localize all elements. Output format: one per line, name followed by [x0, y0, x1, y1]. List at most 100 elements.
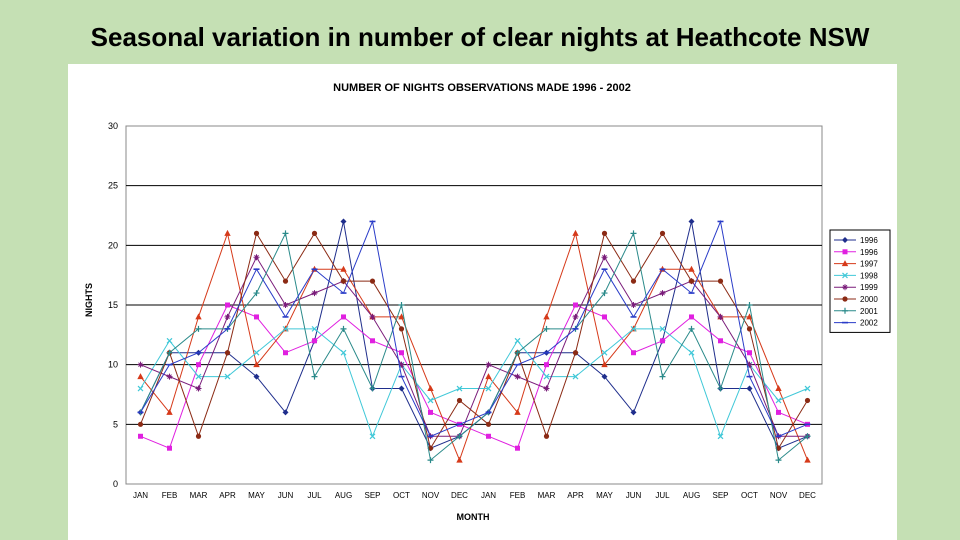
chart-panel: NUMBER OF NIGHTS OBSERVATIONS MADE 1996 …: [68, 64, 897, 540]
data-point: [224, 350, 231, 356]
series-line-8: [140, 219, 808, 437]
data-point: [631, 350, 636, 356]
x-tick-label: SEP: [712, 491, 728, 500]
data-point: [543, 385, 550, 392]
data-point: [312, 338, 317, 344]
data-point: [746, 385, 753, 392]
data-point: [225, 302, 230, 308]
x-tick-label: APR: [219, 491, 236, 500]
data-point: [688, 278, 695, 284]
data-point: [601, 230, 608, 236]
x-tick-label: JUN: [626, 491, 642, 500]
data-point: [224, 229, 231, 236]
line-chart: NUMBER OF NIGHTS OBSERVATIONS MADE 1996 …: [84, 82, 891, 522]
data-point: [427, 445, 434, 451]
data-point: [775, 385, 782, 392]
data-point: [166, 349, 173, 356]
data-point: [427, 397, 434, 404]
data-point: [485, 361, 492, 368]
data-point: [659, 373, 666, 380]
data-point: [369, 278, 376, 284]
data-point: [369, 433, 376, 440]
data-point: [399, 350, 404, 356]
x-tick-label: JAN: [481, 491, 496, 500]
data-point: [775, 397, 782, 404]
legend-label: 1997: [860, 260, 878, 269]
data-point: [282, 230, 289, 237]
data-point: [137, 361, 144, 368]
data-point: [775, 457, 782, 464]
data-point: [311, 373, 318, 380]
data-point: [456, 433, 463, 440]
data-point: [428, 409, 433, 415]
data-point: [196, 362, 201, 368]
data-point: [282, 409, 289, 416]
data-point: [804, 456, 811, 463]
data-point: [166, 337, 173, 344]
data-point: [166, 408, 173, 415]
data-point: [253, 290, 260, 297]
data-point: [688, 218, 695, 225]
data-point: [283, 350, 288, 356]
data-point: [311, 230, 318, 236]
data-point: [167, 445, 172, 451]
data-point: [659, 325, 666, 332]
data-point: [630, 409, 637, 416]
data-point: [138, 433, 143, 439]
legend: [829, 229, 891, 333]
data-point: [514, 373, 521, 380]
series-line-2: [140, 304, 808, 449]
x-tick-label: APR: [567, 491, 584, 500]
data-point: [689, 314, 694, 320]
data-point: [746, 313, 753, 320]
legend-label: 2002: [860, 319, 878, 328]
x-tick-label: DEC: [451, 491, 468, 500]
x-tick-label: AUG: [335, 491, 352, 500]
data-point: [842, 249, 848, 255]
y-tick-label: 25: [108, 181, 118, 191]
data-point: [842, 237, 848, 243]
data-point: [341, 314, 346, 320]
data-point: [544, 362, 549, 368]
y-tick-label: 15: [108, 300, 118, 310]
data-point: [543, 313, 550, 320]
data-point: [398, 313, 405, 320]
data-point: [427, 385, 434, 392]
data-point: [572, 373, 579, 380]
x-tick-label: MAY: [596, 491, 613, 500]
data-point: [282, 325, 289, 332]
data-point: [398, 361, 405, 368]
data-point: [456, 456, 463, 463]
data-point: [573, 302, 578, 308]
data-point: [340, 349, 347, 356]
data-point: [717, 433, 724, 440]
y-tick-label: 5: [113, 419, 118, 429]
data-point: [543, 433, 550, 439]
chart-title: NUMBER OF NIGHTS OBSERVATIONS MADE 1996 …: [333, 82, 631, 94]
data-point: [804, 433, 811, 440]
data-point: [601, 254, 608, 261]
data-point: [842, 284, 848, 291]
data-point: [659, 290, 666, 297]
data-point: [804, 385, 811, 392]
data-point: [282, 302, 289, 308]
legend-label: 2000: [860, 295, 878, 304]
data-point: [195, 325, 202, 332]
data-point: [398, 385, 405, 392]
data-point: [253, 373, 260, 380]
data-point: [340, 265, 347, 272]
data-point: [601, 373, 608, 380]
data-point: [630, 325, 637, 332]
legend-label: 1999: [860, 283, 878, 292]
data-point: [842, 272, 848, 279]
data-point: [514, 337, 521, 344]
data-point: [137, 373, 144, 380]
data-point: [456, 397, 463, 404]
data-point: [543, 325, 550, 332]
data-point: [841, 260, 849, 267]
data-point: [398, 326, 405, 332]
data-point: [340, 218, 347, 225]
series-line-5: [140, 256, 808, 437]
data-point: [253, 349, 260, 356]
data-point: [717, 313, 724, 320]
